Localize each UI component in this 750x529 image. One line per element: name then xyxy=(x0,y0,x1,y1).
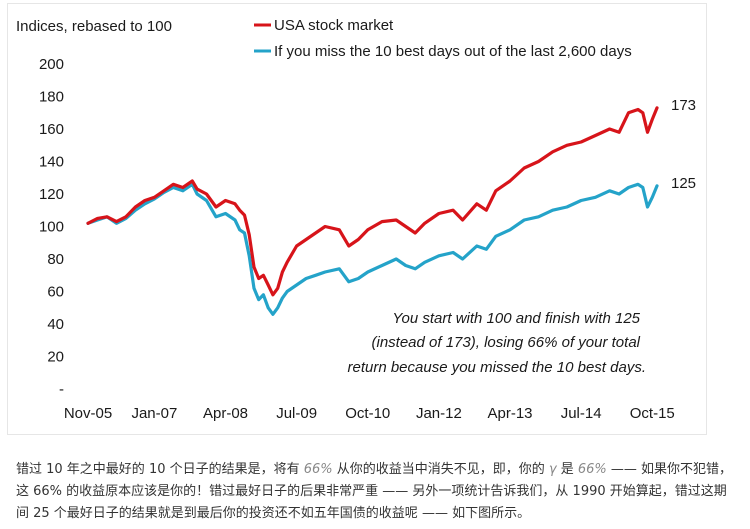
caption-text-3: 是 xyxy=(556,462,578,477)
caption: 错过 10 年之中最好的 10 个日子的结果是，将有 66% 从你的收益当中消失… xyxy=(16,459,738,525)
x-tick-label: Jan-07 xyxy=(131,405,177,422)
annotation-line-1: You start with 100 and finish with 125 xyxy=(392,310,640,327)
y-axis: - 20 40 60 80 100 120 140 160 180 200 xyxy=(39,56,64,398)
y-tick-label: - xyxy=(59,381,64,398)
y-tick-label: 120 xyxy=(39,186,64,203)
y-tick-label: 100 xyxy=(39,219,64,236)
caption-text-4: —— 如果你不犯错，这 66% 的收益原本应该是你的！错过最好日子的后果非常严重… xyxy=(16,462,733,521)
caption-emphasis-2: γ xyxy=(548,462,557,477)
caption-text-1: 错过 10 年之中最好的 10 个日子的结果是，将有 xyxy=(16,462,304,477)
x-tick-label: Jan-12 xyxy=(416,405,462,422)
series-layer xyxy=(86,106,659,316)
legend: USA stock market If you miss the 10 best… xyxy=(254,17,632,60)
caption-text-2: 从你的收益当中消失不见，即，你的 xyxy=(332,462,549,477)
series-line-usa xyxy=(86,106,659,297)
legend-label-usa: USA stock market xyxy=(274,17,394,34)
x-tick-label: Oct-10 xyxy=(345,405,390,422)
x-tick-label: Jul-09 xyxy=(276,405,317,422)
line-chart: Indices, rebased to 100 USA stock market… xyxy=(16,17,696,422)
x-tick-label: Nov-05 xyxy=(64,405,112,422)
x-axis: Nov-05 Jan-07 Apr-08 Jul-09 Oct-10 Jan-12 Apr-… xyxy=(64,405,675,422)
legend-label-miss10: If you miss the 10 best days out of the … xyxy=(274,43,632,60)
x-tick-label: Apr-08 xyxy=(203,405,248,422)
chart-frame: Indices, rebased to 100 USA stock market… xyxy=(7,3,707,435)
caption-emphasis-3: 66% xyxy=(577,462,607,477)
caption-emphasis-1: 66% xyxy=(303,462,333,477)
y-axis-label: Indices, rebased to 100 xyxy=(16,18,172,35)
y-tick-label: 80 xyxy=(47,251,64,268)
annotation-line-3: return because you missed the 10 best da… xyxy=(347,359,646,376)
y-tick-label: 20 xyxy=(47,349,64,366)
series-line-miss10 xyxy=(86,182,659,316)
x-tick-label: Jul-14 xyxy=(561,405,602,422)
annotation-line-2: (instead of 173), losing 66% of your tot… xyxy=(372,334,641,351)
y-tick-label: 140 xyxy=(39,154,64,171)
x-tick-label: Apr-13 xyxy=(487,405,532,422)
y-tick-label: 180 xyxy=(39,89,64,106)
y-tick-label: 200 xyxy=(39,56,64,73)
end-label-usa: 173 xyxy=(671,97,696,114)
x-tick-label: Oct-15 xyxy=(630,405,675,422)
end-label-miss10: 125 xyxy=(671,175,696,192)
annotation: You start with 100 and finish with 125 (… xyxy=(347,310,646,376)
y-tick-label: 40 xyxy=(47,316,64,333)
y-tick-label: 60 xyxy=(47,284,64,301)
y-tick-label: 160 xyxy=(39,121,64,138)
